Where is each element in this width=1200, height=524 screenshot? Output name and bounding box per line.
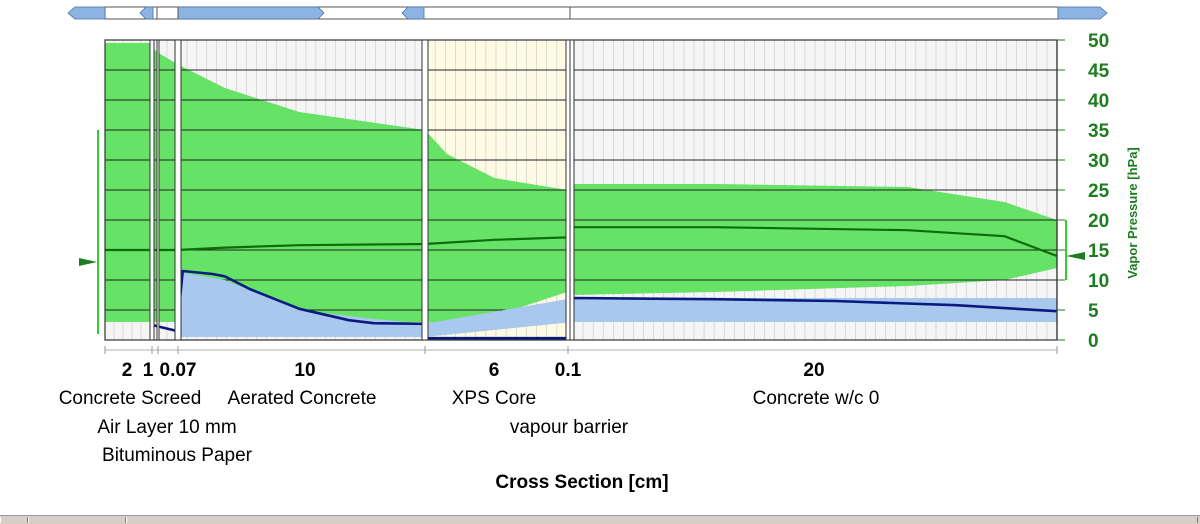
saturation-pressure-band [105, 43, 1057, 325]
layer-name-label: Air Layer 10 mm [97, 417, 236, 438]
y-axis: 0 5 10 15 20 25 30 35 40 45 50 [1056, 31, 1110, 352]
layer-thickness-label: 2 [122, 360, 133, 381]
layer-scrollbar[interactable] [67, 6, 1108, 20]
layer-name-label: Concrete Screed [59, 388, 202, 409]
status-bar-panel [28, 517, 126, 523]
boundary-markers [79, 130, 1085, 334]
saturation-pressure-area [105, 43, 1057, 325]
layer-thickness-label: 20 [803, 360, 824, 381]
y-axis-label: Vapor Pressure [hPa] [1125, 147, 1140, 279]
layer-thickness-label: 10 [294, 360, 315, 381]
status-bar-panel [126, 517, 1198, 523]
layer-name-label: vapour barrier [510, 417, 629, 438]
left-boundary-marker [79, 258, 97, 266]
layer-divider [565, 39, 571, 341]
y-tick-label: 45 [1088, 61, 1110, 82]
x-axis-label: Cross Section [cm] [495, 472, 668, 493]
y-tick-label: 5 [1088, 301, 1099, 322]
layer-name-label: Concrete w/c 0 [753, 388, 880, 409]
vapor-pressure-band [177, 271, 1057, 337]
scroll-right-handle[interactable] [1057, 6, 1108, 20]
layer-divider [569, 39, 575, 341]
y-tick-label: 50 [1088, 31, 1109, 52]
y-tick-label: 0 [1088, 331, 1099, 352]
layer-name-label: XPS Core [452, 388, 536, 409]
y-tick-label: 20 [1088, 211, 1109, 232]
layer-divider [174, 39, 182, 341]
layer-thickness-label: 0.1 [555, 360, 582, 381]
layer-name-label: Aerated Concrete [228, 388, 377, 409]
layer-divider [156, 39, 160, 341]
layer-borders [104, 39, 1058, 341]
layer-name-label: Bituminous Paper [102, 445, 253, 466]
y-tick-label: 30 [1088, 151, 1109, 172]
right-boundary-marker [1066, 252, 1085, 260]
y-tick-label: 35 [1088, 121, 1110, 142]
layer-thickness-label: 6 [489, 360, 500, 381]
scrollbar-layer-handle[interactable] [139, 6, 154, 20]
vapor-pressure-area [177, 271, 1057, 337]
y-tick-label: 15 [1088, 241, 1110, 262]
y-tick-label: 25 [1088, 181, 1110, 202]
layer-divider [421, 39, 429, 341]
layer-divider [149, 39, 155, 341]
x-axis: 2 Concrete Screed 1 Air Layer 10 mm 0.07 Bitu… [59, 346, 1058, 466]
scroll-left-handle[interactable] [67, 6, 106, 20]
vapor-pressure-line [149, 269, 1058, 340]
layer-thickness-label: 1 [143, 360, 154, 381]
layer-thickness-label: 0.07 [160, 360, 197, 381]
y-tick-label: 40 [1088, 91, 1109, 112]
scrollbar-layer-handle[interactable] [401, 6, 425, 20]
status-bar [0, 515, 1200, 524]
status-bar-panel [0, 517, 28, 523]
scrollbar-thumb[interactable] [177, 6, 325, 20]
y-tick-label: 10 [1088, 271, 1109, 292]
